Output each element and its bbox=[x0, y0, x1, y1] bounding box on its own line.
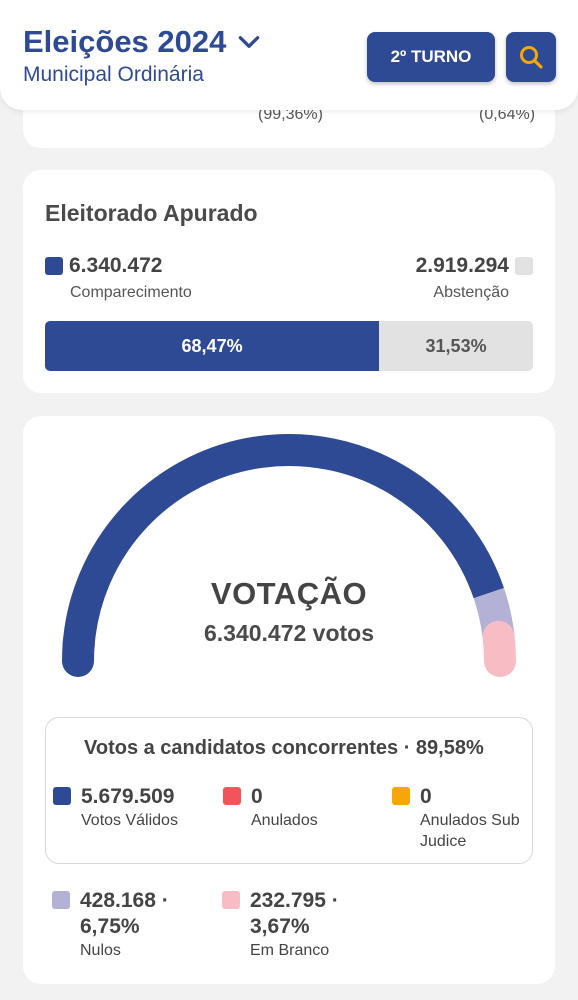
nulos-percent: 6,75% bbox=[80, 915, 140, 938]
validos-value: 5.679.509 bbox=[81, 785, 175, 808]
anulados-stat: 0 Anulados bbox=[223, 784, 318, 831]
comparecimento-bar-segment: 68,47% bbox=[45, 321, 380, 371]
anulados-label: Anulados bbox=[251, 812, 318, 829]
abstencao-value: 2.919.294 bbox=[415, 254, 509, 277]
chevron-down-icon bbox=[239, 36, 260, 48]
anulados-value: 0 bbox=[251, 785, 263, 808]
election-type: Municipal Ordinária bbox=[23, 63, 204, 86]
votacao-title: VOTAÇÃO bbox=[210, 576, 368, 611]
turno-button[interactable]: 2º TURNO bbox=[367, 32, 495, 82]
subjudice-swatch bbox=[392, 787, 410, 805]
left-percentage: (99,36%) bbox=[258, 106, 323, 123]
brancos-stat: 232.795 · 3,67% Em Branco bbox=[222, 888, 339, 961]
brancos-label: Em Branco bbox=[250, 942, 330, 959]
eleitorado-card: Eleitorado Apurado 6.340.472 Comparecime… bbox=[23, 170, 555, 393]
candidatos-box: Votos a candidatos concorrentes · 89,58%… bbox=[45, 717, 533, 864]
nulos-stat: 428.168 · 6,75% Nulos bbox=[52, 888, 169, 961]
nulos-swatch bbox=[52, 891, 70, 909]
anulados-subjudice-stat: 0 Anulados Sub Judice bbox=[392, 784, 520, 852]
votos-validos-stat: 5.679.509 Votos Válidos bbox=[53, 784, 178, 831]
votacao-card: VOTAÇÃO 6.340.472 votos Votos a candidat… bbox=[23, 416, 555, 984]
votacao-gauge bbox=[62, 434, 516, 677]
subjudice-value: 0 bbox=[420, 785, 432, 808]
votacao-total: 6.340.472 votos bbox=[203, 620, 375, 646]
gauge-arc-brancos bbox=[482, 620, 516, 677]
abstencao-value-row: 2.919.294 bbox=[416, 254, 533, 278]
eleitorado-title: Eleitorado Apurado bbox=[45, 200, 258, 226]
brancos-value: 232.795 · bbox=[250, 889, 339, 912]
candidatos-title: Votos a candidatos concorrentes · 89,58% bbox=[84, 737, 484, 759]
app-title: Eleições 2024 bbox=[23, 24, 227, 59]
right-percentage: (0,64%) bbox=[479, 106, 536, 123]
comparecimento-swatch bbox=[45, 257, 63, 275]
app-header: Eleições 2024 Municipal Ordinária 2º TUR… bbox=[0, 0, 578, 110]
search-icon bbox=[520, 46, 543, 69]
gauge-arc-validos-cap bbox=[62, 625, 95, 677]
election-selector[interactable]: Eleições 2024 bbox=[23, 24, 262, 60]
comparecimento-value: 6.340.472 bbox=[69, 254, 163, 277]
gauge-arc-validos bbox=[62, 434, 504, 649]
validos-label: Votos Válidos bbox=[81, 812, 178, 829]
subjudice-label-line1: Anulados Sub bbox=[420, 812, 520, 829]
abstencao-bar-segment: 31,53% bbox=[379, 321, 533, 371]
brancos-swatch bbox=[222, 891, 240, 909]
abstencao-label: Abstenção bbox=[433, 284, 509, 301]
comparecimento-value-row: 6.340.472 bbox=[45, 254, 162, 278]
abstencao-swatch bbox=[515, 257, 533, 275]
attendance-progress-bar: 68,47% 31,53% bbox=[45, 321, 533, 371]
nulos-value: 428.168 · bbox=[80, 889, 169, 912]
subjudice-label-line2: Judice bbox=[420, 833, 467, 850]
brancos-percent: 3,67% bbox=[250, 915, 310, 938]
comparecimento-label: Comparecimento bbox=[70, 284, 192, 301]
validos-swatch bbox=[53, 787, 71, 805]
anulados-swatch bbox=[223, 787, 241, 805]
nulos-label: Nulos bbox=[80, 942, 121, 959]
search-button[interactable] bbox=[506, 32, 556, 82]
